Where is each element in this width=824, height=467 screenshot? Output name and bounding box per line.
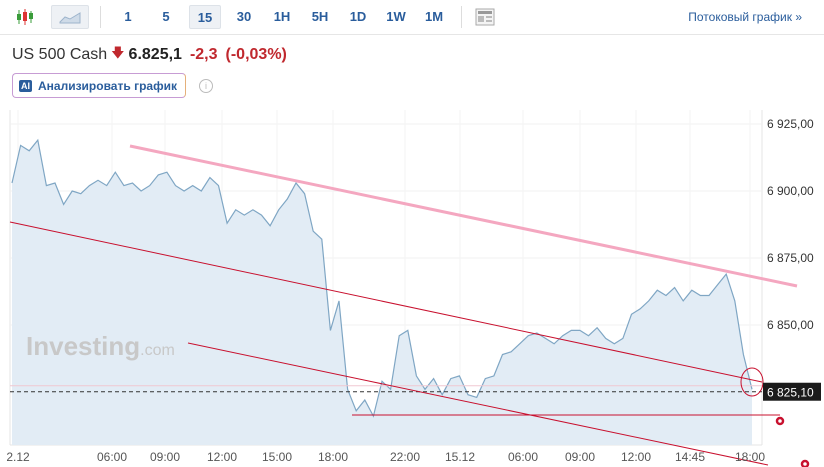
y-tick-label: 6 900,00 — [767, 184, 814, 198]
trendline-lower — [187, 342, 769, 466]
x-tick-label: 15.12 — [445, 450, 475, 464]
interval-5H[interactable]: 5H — [311, 8, 329, 24]
area-chart-icon[interactable] — [51, 5, 89, 29]
interval-5[interactable]: 5 — [162, 8, 170, 24]
x-tick-label: 12:00 — [621, 450, 651, 464]
trendline-upper — [129, 144, 798, 288]
divider — [461, 6, 462, 28]
x-tick-label: 06:00 — [97, 450, 127, 464]
instrument-price: 6.825,1 — [128, 46, 182, 63]
x-tick-label: 18:00 — [318, 450, 348, 464]
x-tick-label: 09:00 — [565, 450, 595, 464]
trendline-middle — [9, 221, 763, 383]
news-layout-icon[interactable] — [470, 6, 500, 28]
interval-1H[interactable]: 1H — [273, 8, 291, 24]
instrument-name: US 500 Cash — [12, 46, 108, 63]
interval-15[interactable]: 15 — [189, 5, 221, 29]
chart-toolbar: 1 5 15 30 1H 5H 1D 1W 1M Потоковый график » — [0, 0, 824, 35]
analyze-chart-label: Анализировать график — [38, 78, 177, 93]
y-tick-label: 6 850,00 — [767, 318, 814, 332]
ai-icon: AI — [19, 79, 32, 92]
y-tick-label: 6 925,00 — [767, 117, 814, 131]
drawing-handle — [800, 459, 810, 467]
last-price-label: 6 825,10 — [767, 386, 814, 400]
interval-30[interactable]: 30 — [236, 8, 252, 24]
info-icon[interactable]: i — [199, 79, 213, 93]
price-change-percent: (-0,03%) — [225, 46, 287, 63]
y-tick-label: 6 875,00 — [767, 251, 814, 265]
x-tick-label: 18:00 — [735, 450, 765, 464]
last-price-badge — [763, 382, 821, 401]
x-tick-label: 22:00 — [390, 450, 420, 464]
divider — [100, 6, 101, 28]
highlight-ellipse — [740, 367, 764, 397]
price-area-fill — [12, 140, 752, 445]
arrow-down-icon: 🡇 — [111, 45, 125, 60]
price-change: -2,3 — [189, 46, 218, 63]
interval-1M[interactable]: 1M — [424, 8, 444, 24]
x-tick-label: 15:00 — [262, 450, 292, 464]
interval-1W[interactable]: 1W — [386, 8, 406, 24]
x-tick-label: 12:00 — [207, 450, 237, 464]
x-tick-label: 06:00 — [508, 450, 538, 464]
analyze-chart-button[interactable]: AI Анализировать график — [12, 73, 186, 98]
interval-1D[interactable]: 1D — [349, 8, 367, 24]
drawing-handle — [775, 416, 785, 426]
x-tick-label: 09:00 — [150, 450, 180, 464]
interval-1[interactable]: 1 — [124, 8, 132, 24]
x-tick-label: 2.12 — [6, 450, 30, 464]
candlestick-icon[interactable] — [10, 6, 40, 28]
price-line — [11, 138, 753, 418]
instrument-header: US 500 Cash 🡇 6.825,1 -2,3 (-0,03%) — [12, 44, 287, 66]
x-tick-label: 14:45 — [675, 450, 705, 464]
price-chart[interactable]: 6 825,10 18:00 14:45 12:00 09:00 06:00 15.12 22… — [0, 105, 824, 467]
interval-buttons: 1 5 15 30 1H 5H 1D 1W 1M — [109, 5, 453, 29]
streaming-chart-link[interactable]: Потоковый график » — [688, 10, 802, 24]
